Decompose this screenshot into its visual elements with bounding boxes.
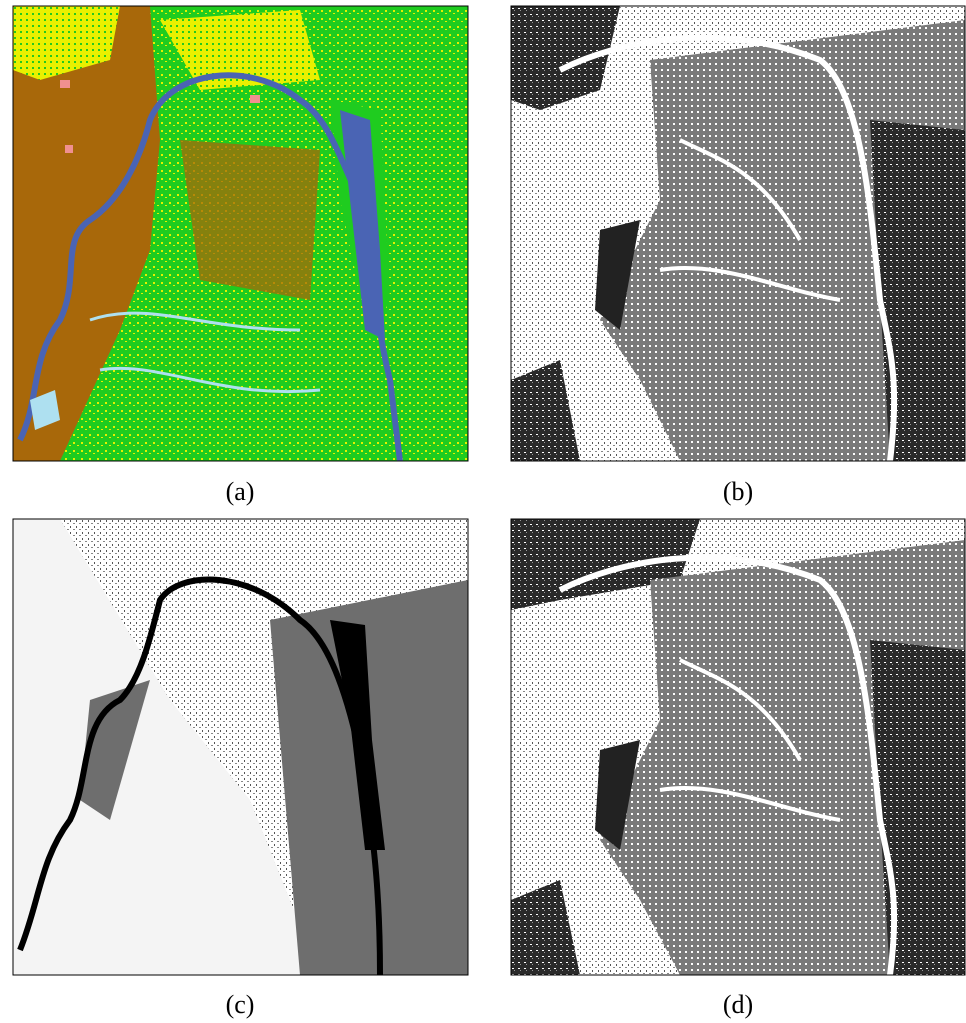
panel-label: (b) [723,477,753,506]
panel-label: (d) [723,990,753,1019]
map-c [13,519,468,975]
map-b [511,6,965,461]
panel-label: (c) [226,990,255,1019]
page: (a) (b) (c) (d) (() => { const data = JS… [0,0,966,1023]
map-d [511,519,965,975]
map-a [13,6,468,461]
figure: (a) (b) (c) (d) [0,0,966,1023]
panel-label: (a) [226,477,255,506]
